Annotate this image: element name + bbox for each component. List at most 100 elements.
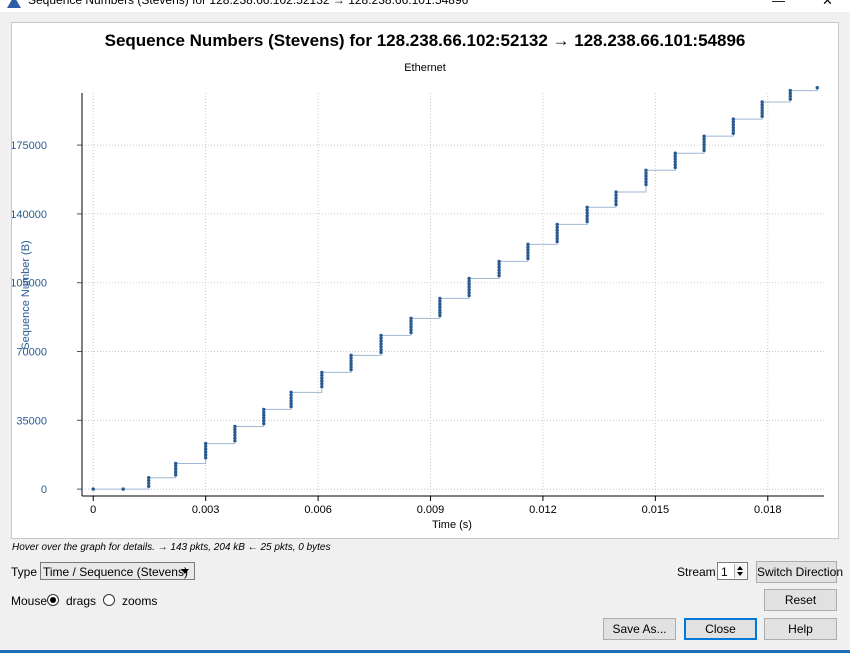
sequence-point: [760, 114, 764, 118]
chart-subtitle: Ethernet: [404, 62, 446, 74]
sequence-point: [467, 291, 471, 295]
reset-button[interactable]: Reset: [764, 589, 837, 611]
close-button[interactable]: Close: [684, 618, 757, 640]
sequence-point: [349, 359, 353, 363]
window-title: Sequence Numbers (Stevens) for 128.238.6…: [28, 0, 469, 7]
y-axis-label: Sequence Number (B): [20, 240, 32, 349]
sequence-point: [262, 407, 266, 412]
sequence-point: [585, 211, 589, 215]
sequence-point: [555, 239, 559, 244]
x-tick-label: 0.018: [754, 504, 782, 516]
sequence-point: [147, 478, 151, 483]
type-select[interactable]: Time / Sequence (Stevens): [40, 562, 195, 580]
spin-up-icon[interactable]: [737, 566, 743, 570]
sequence-point: [526, 256, 530, 261]
sequence-point: [497, 262, 501, 266]
sequence-point: [526, 254, 530, 258]
spin-arrows[interactable]: [734, 564, 746, 578]
sequence-point: [409, 316, 413, 321]
sequence-point: [233, 433, 237, 437]
sequence-point: [788, 97, 792, 101]
sequence-point: [379, 336, 383, 340]
type-label: Type: [11, 565, 38, 579]
window-titlebar: Sequence Numbers (Stevens) for 128.238.6…: [0, 0, 850, 12]
sequence-point: [760, 111, 764, 116]
y-tick-label: 105000: [12, 278, 47, 290]
sequence-point: [262, 416, 266, 420]
sequence-point: [585, 214, 589, 218]
zooms-radio[interactable]: [103, 594, 115, 606]
sequence-point: [233, 424, 237, 429]
sequence-chart[interactable]: Sequence Numbers (Stevens) for 128.238.6…: [10, 23, 838, 538]
sequence-point: [467, 279, 471, 284]
sequence-point: [91, 487, 95, 491]
sequence-point: [203, 453, 208, 457]
x-tick-label: 0.015: [642, 504, 670, 516]
zooms-radio-label[interactable]: zooms: [122, 594, 158, 608]
save-as-button[interactable]: Save As...: [603, 618, 676, 640]
sequence-point: [379, 350, 383, 355]
sequence-point: [585, 216, 589, 221]
sequence-point: [585, 208, 589, 212]
x-axis-label: Time (s): [432, 519, 472, 531]
sequence-point: [379, 345, 383, 349]
sequence-point: [467, 285, 471, 289]
sequence-point: [173, 470, 178, 474]
sequence-point: [262, 413, 266, 417]
x-tick-label: 0.009: [417, 504, 445, 516]
sequence-point: [467, 293, 471, 298]
grid-lines: [82, 93, 824, 496]
sequence-point: [173, 464, 178, 469]
close-window-button[interactable]: ✕: [822, 0, 833, 8]
sequence-point: [203, 456, 208, 460]
x-axis-ticks: 0 0.003 0.006 0.009 0.012 0.015 0.018: [90, 496, 782, 516]
spin-down-icon[interactable]: [737, 572, 743, 576]
sequence-point: [702, 134, 706, 138]
sequence-point: [585, 219, 589, 224]
drags-radio-label[interactable]: drags: [66, 594, 97, 608]
sequence-point: [379, 339, 383, 343]
x-tick-label: 0: [90, 504, 96, 516]
plot-area[interactable]: Sequence Numbers (Stevens) for 128.238.6…: [10, 22, 839, 539]
stream-label: Stream: [677, 565, 716, 579]
y-tick-label: 140000: [12, 209, 47, 221]
sequence-point: [760, 100, 764, 104]
sequence-point: [702, 137, 706, 141]
sequence-point: [147, 481, 151, 486]
sequence-point: [760, 103, 764, 107]
sequence-point: [731, 131, 736, 135]
switch-direction-button[interactable]: Switch Direction: [756, 561, 843, 583]
sequence-point: [526, 248, 530, 252]
sequence-point: [203, 444, 208, 449]
radio-selected-dot: [50, 597, 56, 603]
sequence-steps: [93, 87, 818, 490]
sequence-point: [526, 245, 530, 249]
minimize-button[interactable]: —: [772, 0, 785, 8]
sequence-point: [289, 399, 293, 403]
sequence-point: [788, 88, 792, 93]
sequence-point: [555, 228, 559, 232]
sequence-point: [320, 382, 324, 386]
sequence-point: [379, 342, 383, 346]
sequence-point: [702, 145, 706, 150]
sequence-point: [614, 199, 618, 204]
sequence-point: [702, 140, 706, 144]
sequence-point: [289, 390, 293, 395]
sequence-point: [262, 419, 266, 423]
sequence-point: [349, 356, 353, 360]
sequence-point: [121, 487, 125, 491]
sequence-point: [760, 108, 764, 113]
x-tick-label: 0.012: [529, 504, 557, 516]
sequence-point: [614, 190, 618, 194]
sequence-point: [644, 174, 648, 178]
help-button[interactable]: Help: [764, 618, 837, 640]
drags-radio[interactable]: [47, 594, 59, 606]
sequence-point: [673, 165, 677, 170]
sequence-point: [203, 450, 208, 454]
sequence-point: [203, 441, 208, 446]
stream-spinbox[interactable]: 1: [717, 562, 748, 580]
sequence-point: [173, 473, 178, 477]
sequence-point: [233, 439, 237, 443]
type-select-value: Time / Sequence (Stevens): [43, 565, 188, 579]
sequence-point: [320, 373, 324, 377]
